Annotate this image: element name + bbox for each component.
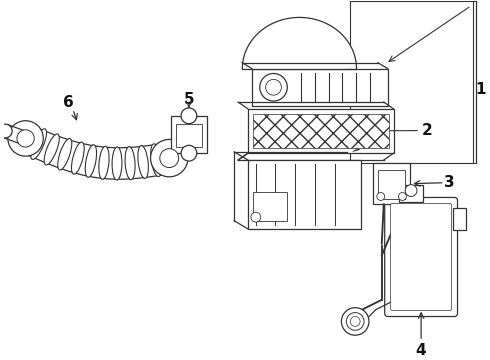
Bar (373, 163, 410, 204)
Text: 3: 3 (444, 175, 455, 190)
Circle shape (181, 145, 197, 161)
Bar (378, 170, 405, 199)
Circle shape (160, 149, 179, 167)
Text: 1: 1 (475, 82, 486, 97)
Circle shape (150, 139, 188, 177)
Text: 5: 5 (184, 91, 194, 107)
Circle shape (405, 185, 417, 197)
Bar (248, 109, 393, 153)
Ellipse shape (31, 129, 47, 159)
Text: 2: 2 (421, 123, 432, 138)
Circle shape (377, 193, 385, 201)
Circle shape (350, 316, 360, 327)
Circle shape (260, 73, 287, 101)
Circle shape (17, 130, 34, 147)
Bar (252, 69, 388, 106)
Ellipse shape (112, 147, 122, 180)
Polygon shape (25, 123, 169, 179)
Bar (453, 208, 466, 230)
Circle shape (181, 108, 197, 124)
FancyBboxPatch shape (391, 203, 452, 311)
Bar (399, 185, 423, 202)
Circle shape (266, 80, 281, 95)
Bar (171, 116, 207, 153)
Polygon shape (243, 17, 356, 69)
Ellipse shape (164, 142, 175, 175)
Ellipse shape (138, 145, 148, 179)
Ellipse shape (44, 134, 59, 165)
Ellipse shape (99, 146, 109, 179)
Bar (350, 1, 473, 163)
Bar (253, 114, 389, 148)
Circle shape (0, 124, 12, 138)
Text: 6: 6 (63, 95, 74, 109)
FancyBboxPatch shape (385, 198, 458, 316)
Ellipse shape (151, 144, 162, 176)
Text: 4: 4 (416, 343, 426, 359)
Bar (253, 192, 287, 221)
Bar (176, 124, 202, 147)
Circle shape (398, 193, 406, 201)
Circle shape (251, 212, 261, 222)
Ellipse shape (18, 123, 34, 154)
Ellipse shape (85, 145, 97, 177)
Circle shape (8, 121, 43, 156)
Circle shape (346, 312, 364, 330)
Circle shape (342, 308, 369, 335)
Ellipse shape (58, 139, 72, 170)
Bar (248, 160, 361, 229)
Ellipse shape (125, 147, 135, 180)
Ellipse shape (72, 142, 84, 174)
